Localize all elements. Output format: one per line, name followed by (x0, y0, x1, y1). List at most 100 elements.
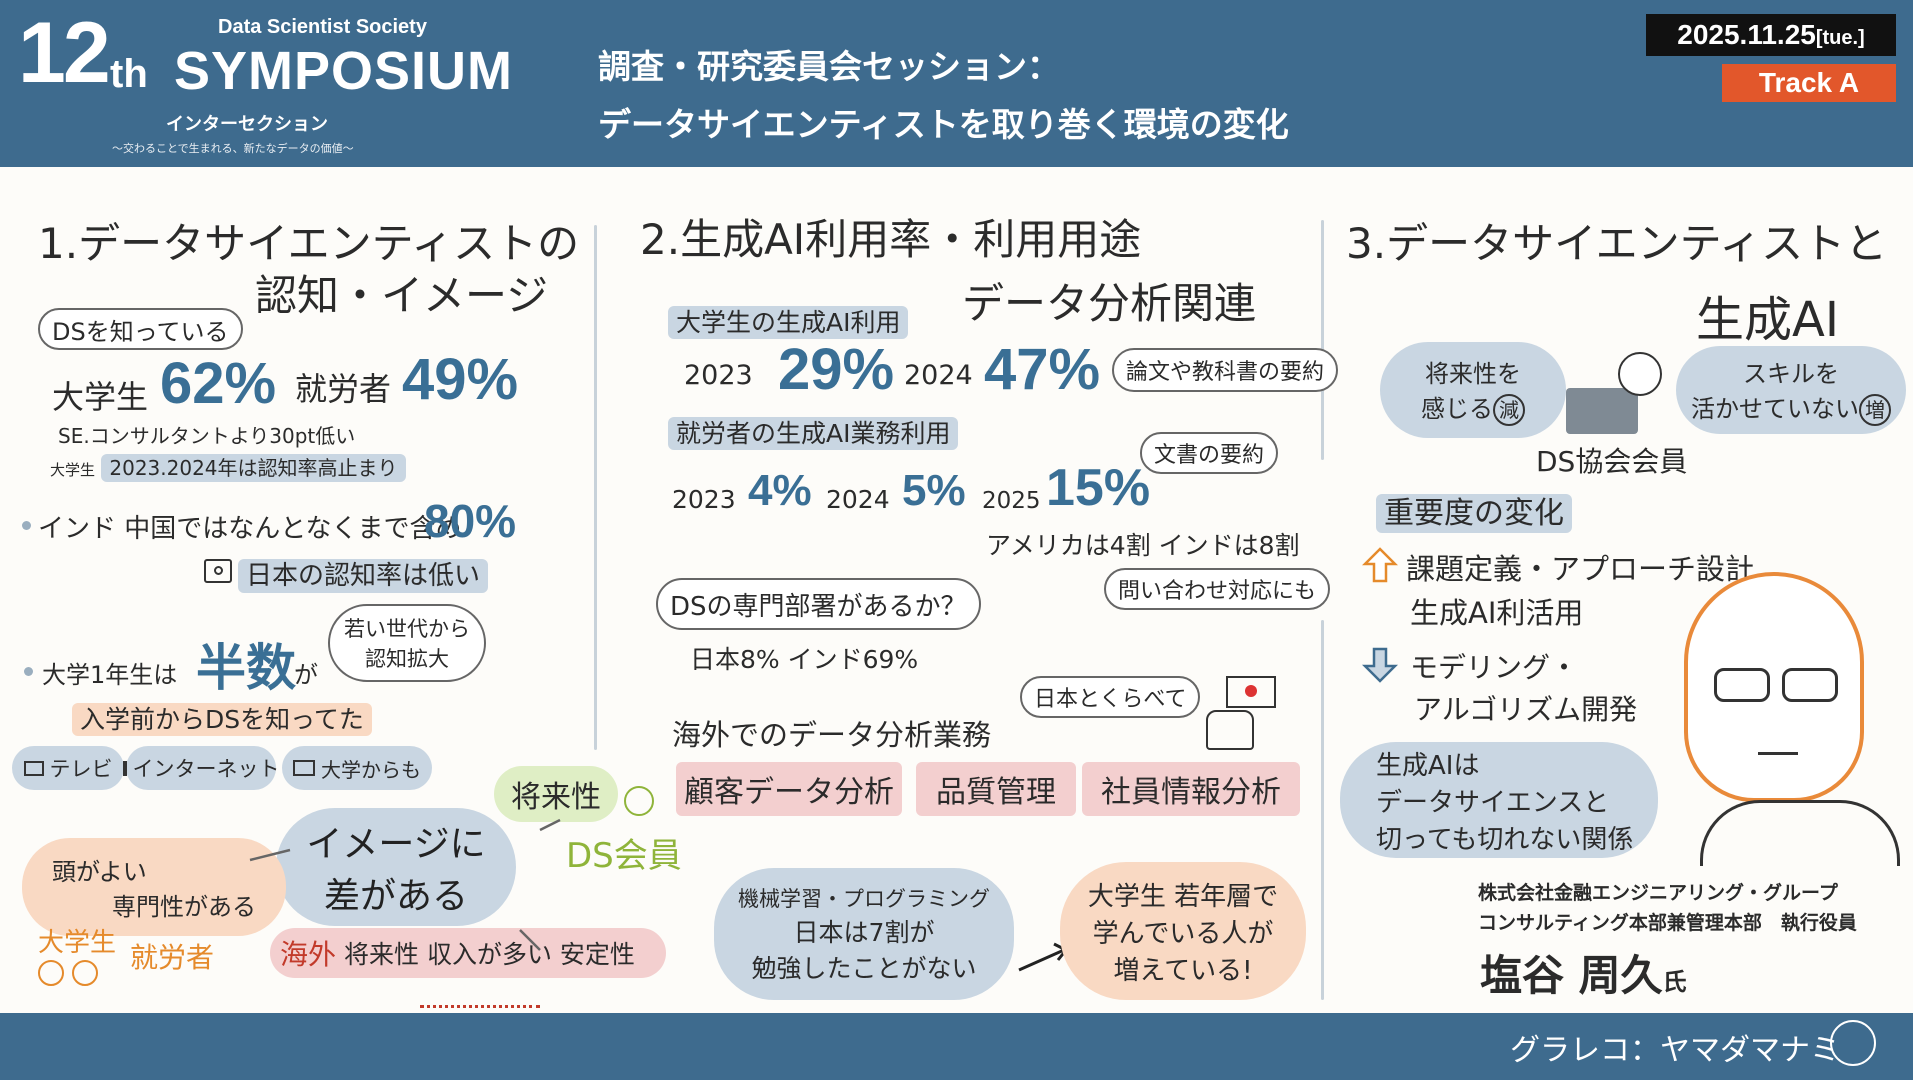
young-learners-blob: 大学生 若年層で 学んでいる人が 増えている! (1060, 862, 1306, 1000)
source-internet: インターネット (122, 746, 280, 790)
link-line1: 生成AIは (1376, 750, 1480, 781)
image-gap-line1: イメージに (306, 824, 486, 865)
session-title-line2: データサイエンティストを取り巻く環境の変化 (598, 105, 1289, 144)
young-generation-bubble: 若い世代から 認知拡大 (328, 604, 486, 682)
before-entry-text: 入学前からDSを知ってた (72, 703, 372, 736)
image-worker-label: 就労者 (130, 941, 215, 974)
overseas-analysis-title: 海外でのデータ分析業務 (672, 718, 992, 752)
ds-dept-bubble: DSの専門部署があるか？ (656, 578, 981, 630)
symposium-number: 12 (18, 5, 111, 101)
person-icon (1618, 352, 1662, 396)
india-china-text: インド 中国ではなんとなくまで含め (38, 514, 462, 544)
workers-2024-year: 2024 (826, 485, 890, 514)
footer-bar (0, 1013, 1913, 1080)
future-blob: 将来性 (494, 766, 618, 822)
workers-ai-wrap: 就労者の生成AI業務利用 (668, 414, 959, 450)
japan-flag-icon (204, 559, 232, 583)
skill-line2: 活かせていない (1691, 395, 1859, 423)
footer-credit: グラレコ：ヤマダマナミ (1510, 1033, 1840, 1068)
link-line2: データサイエンスと (1376, 787, 1610, 818)
students-2024-year: 2024 (904, 360, 973, 391)
smart-text: 頭がよい (52, 858, 147, 886)
workers-label: 就労者 (295, 370, 392, 408)
symposium-theme: インターセクション (166, 114, 328, 135)
students-pct: 62% (160, 351, 277, 416)
students-2023-pct: 29% (778, 337, 895, 402)
future-feel-blob: 将来性を 感じる減 (1380, 342, 1566, 438)
speaker-portrait (1684, 572, 1864, 802)
young-line2: 学んでいる人が (1092, 918, 1274, 949)
sec3-title-line2: 生成AI (1696, 292, 1839, 348)
source-tv-label: テレビ (49, 757, 113, 781)
ml-blob: 機械学習・プログラミング 日本は7割が 勉強したことがない (714, 868, 1014, 1000)
importance-wrap: 重要度の変化 (1376, 488, 1572, 533)
arrow-up-icon (1362, 547, 1398, 583)
image-gap-blob: イメージに 差がある (276, 808, 516, 926)
paper-summary-bubble: 論文や教科書の要約 (1112, 348, 1339, 392)
person-icon (38, 960, 64, 986)
future-feel-line2: 感じる (1421, 395, 1493, 423)
mouth-icon (1758, 752, 1798, 755)
faces-icon (420, 988, 540, 1008)
speaker-name-wrap: 塩谷 周久氏 (1480, 942, 1687, 1003)
students-2024-pct: 47% (984, 337, 1101, 402)
increase-badge: 増 (1859, 394, 1891, 426)
society-name: Data Scientist Society (218, 16, 427, 38)
decrease-badge: 減 (1493, 394, 1525, 426)
tv-icon (23, 760, 44, 776)
speaker-honorific: 氏 (1662, 968, 1687, 996)
image-arrows (249, 818, 561, 951)
note-plateau: 大学生 2023.2024年は認知率高止まり (50, 452, 406, 482)
source-university-label: 大学からも (321, 757, 421, 782)
track-badge: Track A (1722, 64, 1896, 102)
overseas-items: 将来性 収入が多い 安定性 (344, 940, 635, 969)
students-2023-year: 2023 (684, 360, 753, 391)
arrow-down-icon (1362, 647, 1398, 683)
speaker-role: コンサルティング本部兼管理本部 執行役員 (1478, 912, 1857, 934)
task-quality: 品質管理 (916, 762, 1076, 816)
sec3-title-line1: 3.データサイエンティストと (1346, 219, 1888, 268)
ds-members-label: DS協会会員 (1536, 445, 1688, 478)
header-bar (0, 0, 1913, 167)
workers-2024-pct: 5% (902, 466, 966, 515)
importance-up-line1: 課題定義・アプローチ設計 (1406, 552, 1755, 586)
half-text: 半数 (196, 640, 296, 696)
workers-pct: 49% (402, 347, 519, 412)
column-divider-2a (1321, 220, 1324, 460)
image-students-blob: 頭がよい 専門性がある (22, 838, 286, 936)
sec2-title-line1: 2.生成AI利用率・利用用途 (640, 215, 1142, 264)
young-bubble-line1: 若い世代から (344, 617, 470, 641)
future-feel-line2-wrap: 感じる減 (1421, 389, 1525, 426)
inquiry-bubble: 問い合わせ対応にも (1104, 568, 1331, 610)
skill-line2-wrap: 活かせていない増 (1691, 389, 1891, 426)
young-line1: 大学生 若年層で (1087, 881, 1279, 912)
task-employee: 社員情報分析 (1082, 762, 1300, 816)
sec1-title-line1: 1.データサイエンティストの (38, 219, 580, 268)
symposium-label: SYMPOSIUM (174, 41, 514, 101)
university-icon (293, 760, 315, 776)
ml-line1: 機械学習・プログラミング (738, 887, 990, 911)
task-customer: 顧客データ分析 (676, 762, 902, 816)
future-feel-line1: 将来性を (1425, 360, 1521, 388)
importance-up-line2: 生成AI利活用 (1410, 596, 1584, 630)
first-year-text: 大学1年生は (42, 661, 178, 689)
image-gap-line2: 差がある (323, 876, 468, 917)
students-label: 大学生 (52, 378, 149, 416)
session-title-line1: 調査・研究委員会セッション： (598, 47, 1060, 86)
workers-2023-year: 2023 (672, 485, 736, 514)
column-divider-2b (1321, 620, 1324, 1000)
ai-ds-link-blob: 生成AIは データサイエンスと 切っても切れない関係 (1340, 742, 1658, 858)
person-icon (72, 960, 98, 986)
overseas-blob: 海外 将来性 収入が多い 安定性 (270, 928, 666, 978)
column-divider-1 (594, 225, 597, 750)
ds-know-bubble: DSを知っている (38, 308, 243, 350)
source-tv: テレビ (12, 746, 124, 790)
ml-line2: 日本は7割が (793, 918, 935, 947)
ga-text: が (294, 661, 318, 689)
symposium-tagline: 〜交わることで生まれる、新たなデータの価値〜 (112, 142, 354, 155)
students-ai-wrap: 大学生の生成AI利用 (668, 303, 909, 339)
workers-ai-label: 就労者の生成AI業務利用 (668, 417, 959, 450)
date-weekday: [tue.] (1815, 27, 1865, 49)
laptop-icon (1566, 388, 1638, 434)
image-univ-student-label: 大学生 (38, 928, 117, 958)
